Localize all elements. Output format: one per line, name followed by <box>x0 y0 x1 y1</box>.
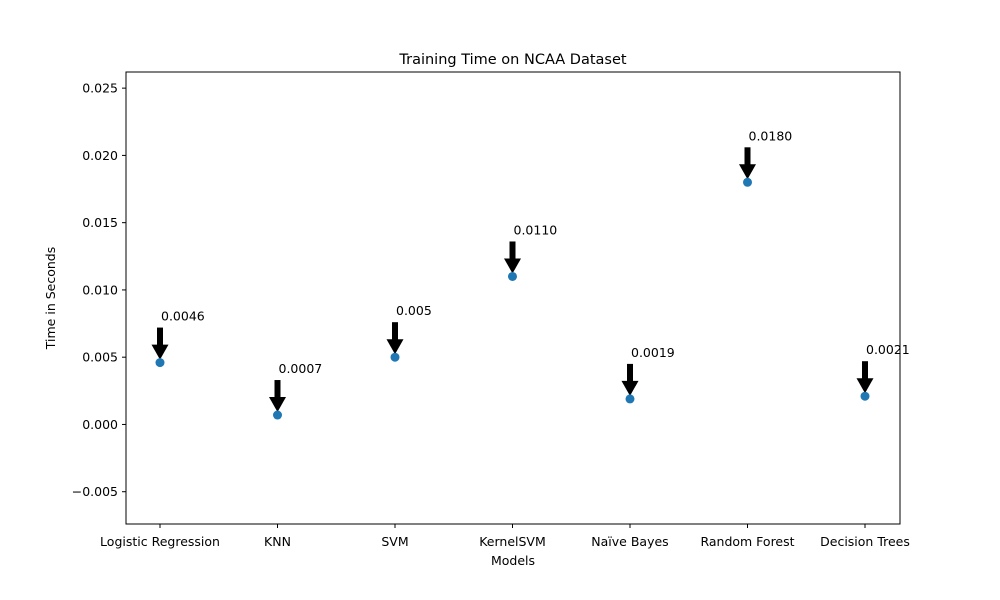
plot-frame <box>125 71 901 525</box>
y-axis: −0.005 0.000 0.005 0.010 0.015 0.020 0.025 <box>72 81 126 499</box>
annotation-arrow-shaft <box>157 327 163 346</box>
annotation-arrow-shaft <box>744 147 751 166</box>
annotation-arrow-shaft <box>274 380 281 399</box>
annotation-arrow-head <box>151 344 169 360</box>
x-tick-label: Logistic Regression <box>100 534 220 549</box>
annotation-arrow-shaft <box>627 363 633 382</box>
x-tick-label: SVM <box>381 534 408 549</box>
value-label: 0.0110 <box>514 222 558 237</box>
value-label: 0.0021 <box>866 342 910 357</box>
x-tick-label: Random Forest <box>700 534 794 549</box>
x-axis: Logistic Regression KNN SVM KernelSVM Naïve … <box>100 524 910 549</box>
data-point <box>155 358 165 368</box>
value-label: 0.0019 <box>631 345 675 360</box>
data-point <box>390 352 400 362</box>
x-tick-label: KNN <box>264 534 291 549</box>
x-tick-label: Naïve Bayes <box>591 534 668 549</box>
data-point <box>860 391 870 401</box>
value-label: 0.0046 <box>161 309 205 324</box>
y-axis-label: Time in Seconds <box>43 247 58 350</box>
data-point <box>273 410 282 420</box>
y-tick-label: 0.000 <box>82 417 118 432</box>
x-axis-label: Models <box>491 553 535 568</box>
y-tick-label: 0.005 <box>82 350 118 365</box>
annotation-arrow-head <box>739 164 756 180</box>
data-point <box>743 177 752 187</box>
y-tick-label: 0.015 <box>82 215 118 230</box>
data-point <box>508 271 517 281</box>
annotation-arrow-shaft <box>392 322 398 341</box>
annotation-labels: 0.0046 0.0007 0.005 0.0110 0.0019 0.0180 0.002… <box>161 128 910 376</box>
y-tick-label: 0.020 <box>82 148 118 163</box>
annotation-arrows <box>151 147 874 413</box>
value-label: 0.005 <box>396 303 432 318</box>
annotation-arrow-head <box>269 397 286 413</box>
y-tick-label: −0.005 <box>72 484 118 499</box>
y-tick-label: 0.010 <box>82 282 118 297</box>
value-label: 0.0180 <box>749 128 793 143</box>
y-tick-label: 0.025 <box>82 81 118 96</box>
x-tick-label: KernelSVM <box>479 534 546 549</box>
annotation-arrow-head <box>386 339 404 355</box>
chart-title: Training Time on NCAA Dataset <box>398 52 627 68</box>
annotation-arrow-head <box>504 258 521 274</box>
value-label: 0.0007 <box>279 361 323 376</box>
x-tick-label: Decision Trees <box>820 534 910 549</box>
annotation-arrow-head <box>621 380 639 396</box>
annotation-arrow-head <box>856 378 874 394</box>
data-points <box>155 177 870 420</box>
annotation-arrow-shaft <box>862 361 868 380</box>
annotation-arrow-shaft <box>509 241 516 260</box>
data-point <box>625 394 635 404</box>
